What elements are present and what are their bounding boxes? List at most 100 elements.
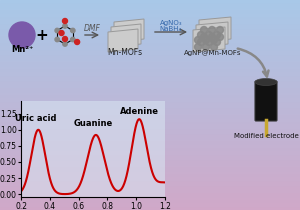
Bar bbox=[0, 128, 300, 130]
Bar bbox=[0, 131, 300, 133]
Bar bbox=[0, 177, 300, 178]
Bar bbox=[0, 59, 300, 61]
Bar bbox=[0, 94, 300, 96]
Bar bbox=[0, 25, 300, 26]
Bar bbox=[0, 172, 300, 173]
Bar bbox=[0, 23, 300, 25]
Bar bbox=[0, 156, 300, 158]
Circle shape bbox=[62, 37, 68, 42]
Bar bbox=[0, 68, 300, 70]
Bar bbox=[0, 100, 300, 101]
Polygon shape bbox=[108, 29, 138, 52]
Text: DMF: DMF bbox=[84, 24, 100, 33]
Circle shape bbox=[55, 37, 59, 42]
Bar bbox=[0, 206, 300, 208]
Bar bbox=[0, 82, 300, 84]
Bar bbox=[0, 191, 300, 193]
Bar bbox=[0, 84, 300, 86]
Bar bbox=[0, 122, 300, 124]
Polygon shape bbox=[193, 27, 225, 52]
Bar bbox=[0, 96, 300, 98]
Bar bbox=[0, 54, 300, 56]
Circle shape bbox=[194, 37, 202, 43]
Bar bbox=[0, 138, 300, 140]
Bar bbox=[0, 21, 300, 23]
Bar bbox=[0, 30, 300, 32]
Circle shape bbox=[206, 38, 212, 46]
Bar bbox=[0, 198, 300, 200]
Circle shape bbox=[197, 32, 205, 38]
Bar bbox=[0, 117, 300, 119]
Bar bbox=[0, 158, 300, 159]
Bar bbox=[0, 201, 300, 203]
Polygon shape bbox=[199, 17, 231, 42]
Bar bbox=[0, 38, 300, 40]
Circle shape bbox=[194, 43, 202, 50]
Circle shape bbox=[202, 37, 209, 43]
Bar bbox=[0, 168, 300, 170]
Bar bbox=[0, 133, 300, 135]
Circle shape bbox=[211, 43, 218, 50]
Bar bbox=[0, 149, 300, 151]
Bar bbox=[0, 9, 300, 10]
Text: Mn-MOFs: Mn-MOFs bbox=[107, 48, 142, 57]
Polygon shape bbox=[196, 22, 228, 47]
Bar bbox=[0, 200, 300, 201]
Circle shape bbox=[214, 38, 220, 46]
Circle shape bbox=[55, 28, 59, 33]
Circle shape bbox=[214, 32, 220, 38]
Bar bbox=[0, 0, 300, 2]
Bar bbox=[0, 173, 300, 175]
Bar bbox=[0, 121, 300, 122]
Bar bbox=[0, 33, 300, 35]
Bar bbox=[0, 189, 300, 191]
Circle shape bbox=[217, 26, 224, 34]
Bar bbox=[0, 61, 300, 63]
Bar bbox=[0, 79, 300, 80]
Bar bbox=[0, 145, 300, 147]
Bar bbox=[0, 52, 300, 54]
Text: Guanine: Guanine bbox=[74, 119, 112, 129]
Bar bbox=[0, 46, 300, 47]
Bar bbox=[0, 40, 300, 42]
Bar bbox=[0, 178, 300, 180]
Polygon shape bbox=[114, 19, 144, 42]
Bar bbox=[0, 26, 300, 28]
Bar bbox=[0, 47, 300, 49]
Circle shape bbox=[63, 24, 67, 28]
Text: Adenine: Adenine bbox=[120, 107, 159, 116]
Circle shape bbox=[200, 34, 208, 41]
Bar bbox=[0, 28, 300, 30]
Bar bbox=[0, 203, 300, 205]
Bar bbox=[0, 110, 300, 112]
Bar bbox=[0, 193, 300, 194]
Bar bbox=[0, 44, 300, 46]
Circle shape bbox=[63, 42, 67, 46]
Bar bbox=[0, 152, 300, 154]
Bar bbox=[0, 175, 300, 177]
FancyBboxPatch shape bbox=[255, 81, 277, 121]
Bar bbox=[0, 19, 300, 21]
Polygon shape bbox=[111, 24, 141, 47]
Bar bbox=[0, 161, 300, 163]
Bar bbox=[0, 107, 300, 109]
Bar bbox=[0, 58, 300, 59]
Bar bbox=[0, 185, 300, 187]
Bar bbox=[0, 112, 300, 114]
Bar bbox=[0, 119, 300, 121]
Circle shape bbox=[217, 34, 224, 41]
Bar bbox=[0, 12, 300, 14]
Bar bbox=[0, 208, 300, 210]
Bar bbox=[0, 140, 300, 142]
Circle shape bbox=[70, 37, 75, 42]
Bar bbox=[0, 2, 300, 4]
Bar bbox=[0, 130, 300, 131]
Bar bbox=[0, 105, 300, 107]
Bar bbox=[0, 89, 300, 91]
Bar bbox=[0, 159, 300, 161]
Bar bbox=[0, 86, 300, 88]
Circle shape bbox=[206, 32, 212, 38]
Circle shape bbox=[202, 43, 209, 50]
Circle shape bbox=[208, 26, 215, 34]
Bar bbox=[0, 80, 300, 82]
